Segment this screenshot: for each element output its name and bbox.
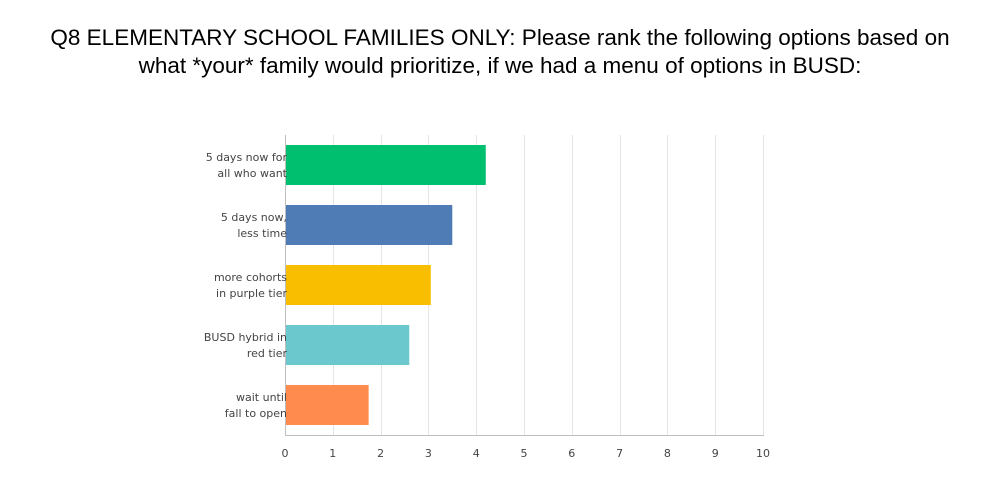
bar [285, 385, 369, 425]
x-tick-label: 7 [616, 447, 623, 460]
category-label-line: fall to open [225, 407, 287, 420]
x-tick-label: 2 [377, 447, 384, 460]
x-tick-label: 6 [568, 447, 575, 460]
category-label-line: red tier [247, 347, 288, 360]
x-tick-label: 9 [712, 447, 719, 460]
category-label-line: more cohorts [214, 271, 287, 284]
category-label-line: 5 days now for [206, 151, 288, 164]
axes [285, 135, 764, 436]
category-label-line: in purple tier [216, 287, 287, 300]
chart-title-line-1: Q8 ELEMENTARY SCHOOL FAMILIES ONLY: Plea… [50, 25, 950, 50]
category-label: wait until fall to open [225, 391, 287, 420]
bar [285, 265, 431, 305]
category-label-line: all who want [217, 167, 287, 180]
bar [285, 145, 486, 185]
x-tick-label: 1 [329, 447, 336, 460]
x-tick-label: 10 [756, 447, 770, 460]
bar [285, 205, 453, 245]
bars [285, 145, 486, 425]
category-label: 5 days now, less time [221, 211, 287, 240]
category-label: 5 days now for all who want [206, 151, 288, 180]
category-label-line: wait until [236, 391, 287, 404]
category-label-line: BUSD hybrid in [204, 331, 287, 344]
x-tick-label: 0 [282, 447, 289, 460]
x-tick-label: 3 [425, 447, 432, 460]
category-label: BUSD hybrid in red tier [204, 331, 288, 360]
chart-title: Q8 ELEMENTARY SCHOOL FAMILIES ONLY: Plea… [0, 24, 1000, 80]
bar [285, 325, 410, 365]
category-label-line: 5 days now, [221, 211, 287, 224]
category-label-line: less time [237, 227, 287, 240]
tick-labels: 0 1 2 3 4 5 6 7 8 9 10 [282, 447, 771, 460]
chart-title-line-2: what *your* family would prioritize, if … [138, 53, 862, 78]
x-tick-label: 5 [521, 447, 528, 460]
x-tick-label: 8 [664, 447, 671, 460]
category-labels: 5 days now for all who want 5 days now, les… [204, 151, 288, 420]
x-tick-label: 4 [473, 447, 480, 460]
category-label: more cohorts in purple tier [214, 271, 288, 300]
